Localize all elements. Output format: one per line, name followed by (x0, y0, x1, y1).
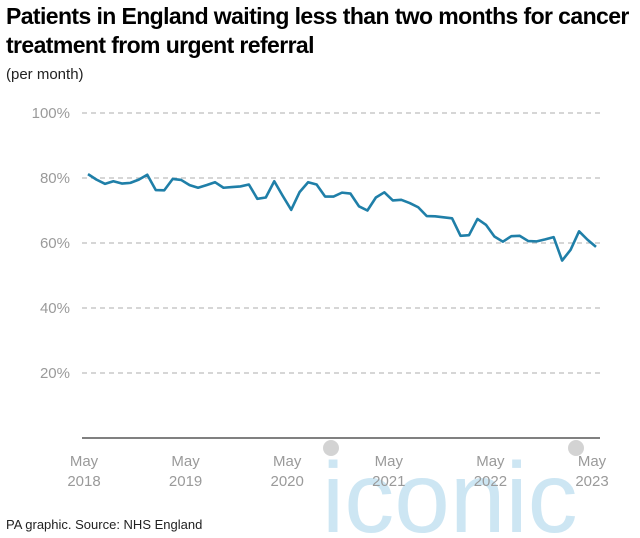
x-axis-ticks: May 2018 May 2019 May 2020 May 2021 May 2022 May 20… (67, 453, 608, 490)
y-tick-label: 20% (40, 365, 70, 382)
unit-note: (per month) (6, 66, 84, 83)
y-axis-ticks: 20% 40% 60% 80% 100% (32, 105, 70, 382)
x-tick-label-year: 2021 (372, 473, 405, 490)
iconic-watermark: iconic (322, 440, 584, 538)
x-tick-label-year: 2020 (271, 473, 304, 490)
x-tick-label-year: 2019 (169, 473, 202, 490)
x-tick-label-month: May (273, 453, 302, 470)
y-tick-label: 40% (40, 300, 70, 317)
x-tick-label-year: 2023 (575, 473, 608, 490)
source-note: PA graphic. Source: NHS England (6, 517, 203, 532)
watermark-dot (323, 440, 339, 456)
grid-lines (82, 112, 600, 374)
y-tick-label: 60% (40, 235, 70, 252)
y-tick-label: 100% (32, 105, 70, 122)
x-tick-label-month: May (578, 453, 607, 470)
watermark-dot (568, 440, 584, 456)
watermark-text: iconic (322, 442, 578, 538)
x-tick-label-year: 2022 (474, 473, 507, 490)
y-tick-label: 80% (40, 170, 70, 187)
x-tick-label-month: May (375, 453, 404, 470)
x-tick-label-month: May (171, 453, 200, 470)
x-tick-label-year: 2018 (67, 473, 100, 490)
x-tick-label-month: May (70, 453, 99, 470)
chart-title: Patients in England waiting less than tw… (6, 3, 629, 58)
series-line (87, 173, 597, 262)
x-tick-label-month: May (476, 453, 505, 470)
